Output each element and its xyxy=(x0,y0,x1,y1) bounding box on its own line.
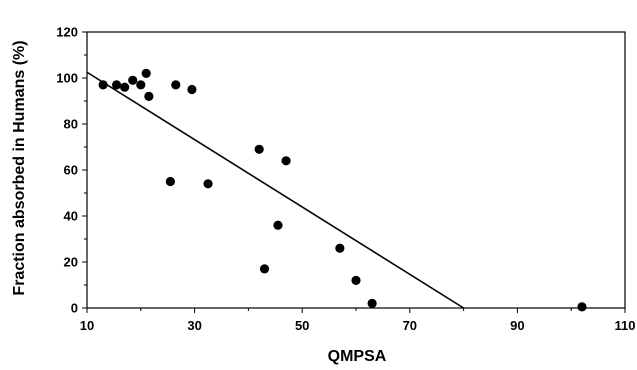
y-tick-label: 40 xyxy=(64,209,78,224)
trend-line xyxy=(86,71,465,309)
y-tick-label: 100 xyxy=(56,71,78,86)
data-point xyxy=(577,302,587,312)
data-point xyxy=(335,243,345,253)
y-tick-label: 60 xyxy=(64,163,78,178)
data-point xyxy=(120,82,130,92)
data-point xyxy=(165,176,175,187)
data-point xyxy=(128,75,138,85)
x-tick-label: 10 xyxy=(80,318,94,333)
x-axis-title: QMPSA xyxy=(328,348,387,365)
plot-frame xyxy=(86,31,626,309)
x-tick-label: 110 xyxy=(615,318,636,333)
y-axis-ticks: 0 20 40 60 80 100 120 xyxy=(56,25,87,316)
data-point xyxy=(259,264,270,274)
data-point xyxy=(367,298,377,308)
data-point xyxy=(136,80,146,90)
axes xyxy=(86,31,626,309)
data-point xyxy=(111,80,122,90)
data-point xyxy=(254,144,264,154)
x-tick-label: 50 xyxy=(295,318,309,333)
y-axis-title: Fraction absorbed in Humans (%) xyxy=(11,40,28,295)
y-tick-label: 80 xyxy=(64,117,78,132)
y-tick-label: 120 xyxy=(56,25,78,40)
x-tick-label: 30 xyxy=(187,318,201,333)
data-point xyxy=(187,84,197,95)
data-point xyxy=(98,80,108,90)
y-tick-label: 0 xyxy=(71,301,78,316)
trend-line-group xyxy=(86,71,465,309)
data-point xyxy=(203,179,213,189)
data-point xyxy=(144,91,154,101)
data-point xyxy=(351,275,361,285)
data-point xyxy=(171,80,181,90)
data-point xyxy=(141,68,151,78)
data-points xyxy=(98,68,587,312)
x-tick-label: 90 xyxy=(510,318,524,333)
x-tick-label: 70 xyxy=(403,318,417,333)
data-point xyxy=(273,220,283,230)
data-point xyxy=(281,156,291,166)
y-tick-label: 20 xyxy=(64,255,78,270)
x-axis-ticks: 10 30 50 70 90 110 xyxy=(80,308,636,333)
